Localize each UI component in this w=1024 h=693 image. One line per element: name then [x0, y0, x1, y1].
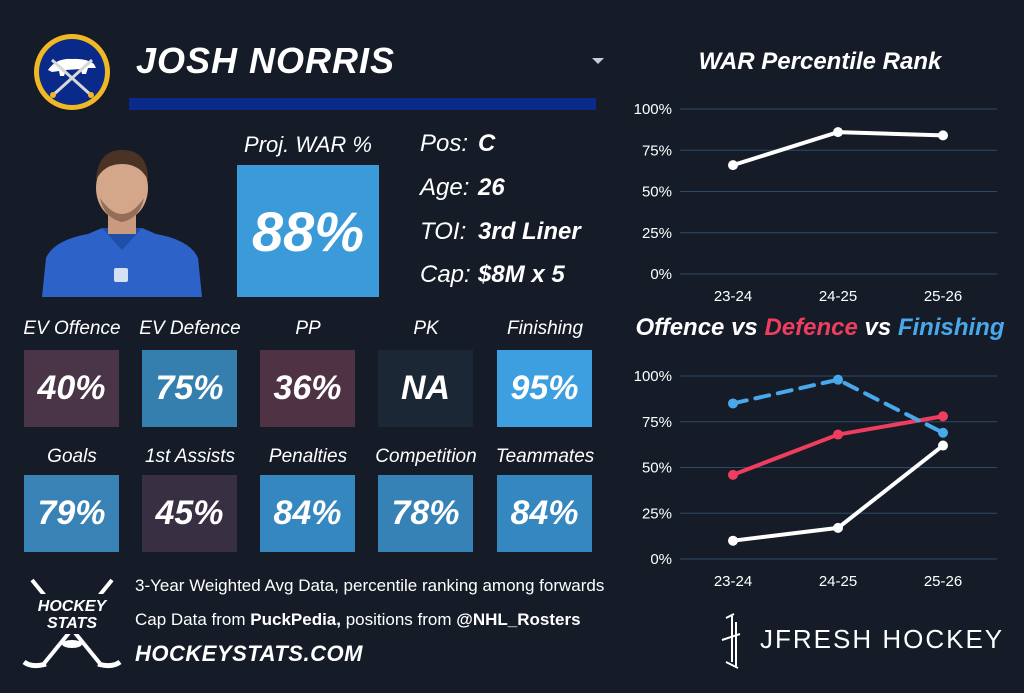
footer-text: Cap Data from — [135, 610, 251, 629]
x-tick-label: 24-25 — [819, 288, 857, 305]
info-row-position: Pos: C — [420, 130, 610, 164]
info-value: $8M x 5 — [478, 261, 565, 288]
footer-note: 3-Year Weighted Avg Data, percentile ran… — [135, 576, 605, 595]
war-percentile-chart: 100% 75% 50% 25% 0% 23-24 24-25 25-26 — [634, 101, 997, 305]
x-tick-label: 23-24 — [714, 573, 752, 590]
team-logo — [26, 32, 118, 112]
info-key: Cap: — [420, 261, 471, 288]
footer-sources: Cap Data from PuckPedia, positions from … — [135, 610, 581, 630]
data-point — [833, 522, 843, 533]
data-point — [938, 130, 948, 141]
y-tick-label: 100% — [634, 368, 672, 385]
y-tick-label: 100% — [634, 101, 672, 118]
y-tick-label: 0% — [650, 266, 672, 283]
info-key: Age: — [420, 174, 470, 201]
data-point — [833, 429, 843, 440]
tile-label-pk: PK — [413, 318, 439, 339]
x-tick-label: 24-25 — [819, 573, 857, 590]
tile-label-ev-offence: EV Offence — [23, 318, 121, 339]
x-tick-label: 25-26 — [924, 573, 962, 590]
info-key: TOI: — [420, 218, 467, 245]
proj-war-label: Proj. WAR % — [244, 132, 372, 157]
chart2-title: Offence vs Defence vs Finishing — [620, 314, 1020, 342]
offence-defence-finishing-chart: 100% 75% 50% 25% 0% 23-24 24-25 25-26 — [634, 368, 997, 590]
tile-label-1st-assists: 1st Assists — [144, 446, 236, 467]
data-point — [728, 398, 738, 409]
tile-penalties: 84% — [260, 475, 355, 552]
tile-label-ev-defence: EV Defence — [139, 318, 241, 339]
info-value: 26 — [478, 174, 505, 201]
title-offence: Offence — [635, 314, 725, 341]
tile-1st-assists: 45% — [142, 475, 237, 552]
series-line — [731, 414, 945, 477]
tile-pk: NA — [378, 350, 473, 427]
jfresh-hockey-logo: JFRESH HOCKEY — [718, 612, 1018, 672]
player-photo — [40, 140, 203, 297]
data-point — [728, 160, 738, 171]
puckpedia-link[interactable]: PuckPedia, — [250, 610, 341, 629]
data-point — [938, 440, 948, 451]
brand-text: JFRESH HOCKEY — [760, 624, 1004, 654]
nhl-rosters-link[interactable]: @NHL_Rosters — [456, 610, 581, 629]
data-point — [938, 427, 948, 438]
hockeystats-logo: HOCKEY STATS — [22, 578, 122, 678]
tile-label-penalties: Penalties — [268, 446, 348, 467]
tile-finishing: 95% — [497, 350, 592, 427]
y-tick-label: 75% — [642, 414, 672, 431]
x-tick-label: 23-24 — [714, 288, 752, 305]
info-key: Pos: — [420, 130, 469, 157]
tile-label-pp: PP — [295, 318, 321, 339]
tile-teammates: 84% — [497, 475, 592, 552]
title-vs-2: vs — [857, 314, 898, 341]
series-line — [731, 377, 945, 435]
y-tick-label: 50% — [642, 460, 672, 477]
tile-label-competition: Competition — [375, 446, 477, 467]
footer-text: positions from — [340, 610, 457, 629]
tile-label-teammates: Teammates — [495, 446, 595, 467]
data-point — [938, 411, 948, 422]
chart1-title: WAR Percentile Rank — [698, 48, 942, 75]
y-tick-label: 25% — [642, 505, 672, 522]
proj-war-value: 88% — [237, 165, 379, 297]
title-finishing: Finishing — [897, 314, 1005, 341]
data-point — [833, 374, 843, 385]
logo-text-stats: STATS — [47, 615, 97, 632]
x-tick-label: 25-26 — [924, 288, 962, 305]
info-row-cap: Cap: $8M x 5 — [420, 261, 610, 295]
y-tick-label: 75% — [642, 142, 672, 159]
site-link[interactable]: HOCKEYSTATS.COM — [135, 641, 363, 666]
info-row-age: Age: 26 — [420, 174, 610, 208]
tile-label-finishing: Finishing — [506, 318, 584, 339]
info-value: 3rd Liner — [478, 218, 581, 245]
tile-pp: 36% — [260, 350, 355, 427]
data-point — [833, 127, 843, 138]
data-point — [728, 469, 738, 480]
data-point — [728, 535, 738, 546]
tile-ev-offence: 40% — [24, 350, 119, 427]
logo-text-hockey: HOCKEY — [38, 598, 108, 615]
y-tick-label: 25% — [642, 225, 672, 242]
title-vs-1: vs — [724, 314, 765, 341]
info-value: C — [478, 130, 496, 157]
tile-goals: 79% — [24, 475, 119, 552]
y-tick-label: 0% — [650, 551, 672, 568]
y-tick-label: 50% — [642, 184, 672, 201]
player-name: JOSH NORRIS — [136, 40, 396, 81]
name-underline-bar — [129, 98, 596, 110]
tile-label-goals: Goals — [47, 446, 97, 467]
tile-ev-defence: 75% — [142, 350, 237, 427]
title-defence: Defence — [764, 314, 858, 341]
tile-competition: 78% — [378, 475, 473, 552]
info-row-toi: TOI: 3rd Liner — [420, 218, 610, 252]
chevron-down-icon[interactable] — [592, 58, 604, 64]
